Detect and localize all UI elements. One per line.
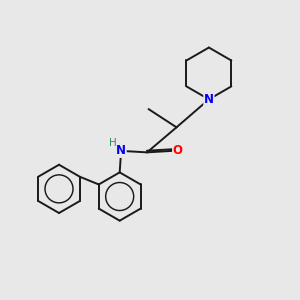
Text: H: H (109, 138, 117, 148)
Text: N: N (204, 93, 214, 106)
Text: O: O (173, 144, 183, 158)
Text: N: N (116, 144, 126, 158)
